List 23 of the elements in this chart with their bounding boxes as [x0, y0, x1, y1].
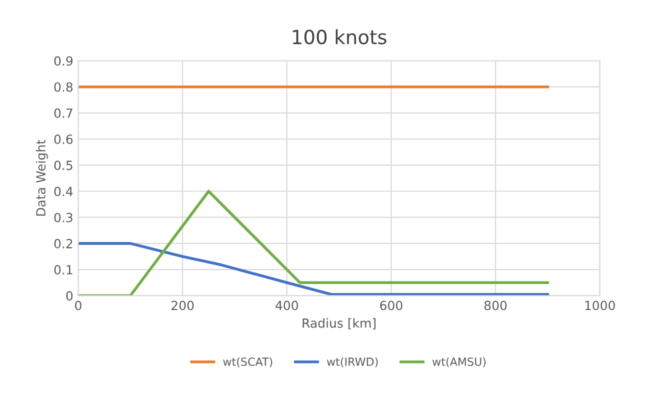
- legend-label: wt(IRWD): [326, 357, 378, 368]
- x-tick-label: 0: [75, 300, 82, 310]
- chart-title: 100 knots: [292, 29, 386, 44]
- x-tick-label: 800: [484, 300, 507, 310]
- y-tick-label: 0.4: [54, 186, 73, 196]
- legend-label: wt(SCAT): [223, 357, 272, 368]
- line-series: [78, 242, 550, 296]
- y-tick-label: 0: [66, 291, 73, 301]
- y-tick-label: 0.6: [54, 134, 73, 144]
- legend-label: wt(AMSU): [432, 357, 486, 368]
- y-tick-label: 0.9: [54, 56, 72, 66]
- x-tick-label: 400: [276, 300, 298, 310]
- y-tick-label: 0.8: [54, 82, 73, 92]
- y-tick-label: 0.2: [54, 238, 72, 248]
- x-tick-label: 200: [172, 300, 194, 310]
- y-tick-label: 0.1: [54, 265, 72, 274]
- x-tick-label: 600: [380, 300, 402, 310]
- y-tick-label: 0.3: [54, 212, 72, 222]
- y-axis-title: Data Weight: [36, 140, 48, 216]
- y-tick-label: 0.5: [54, 160, 72, 170]
- x-tick-label: 1000: [585, 300, 615, 310]
- x-axis-title: Radius [km]: [302, 318, 376, 330]
- y-tick-label: 0.7: [54, 108, 72, 118]
